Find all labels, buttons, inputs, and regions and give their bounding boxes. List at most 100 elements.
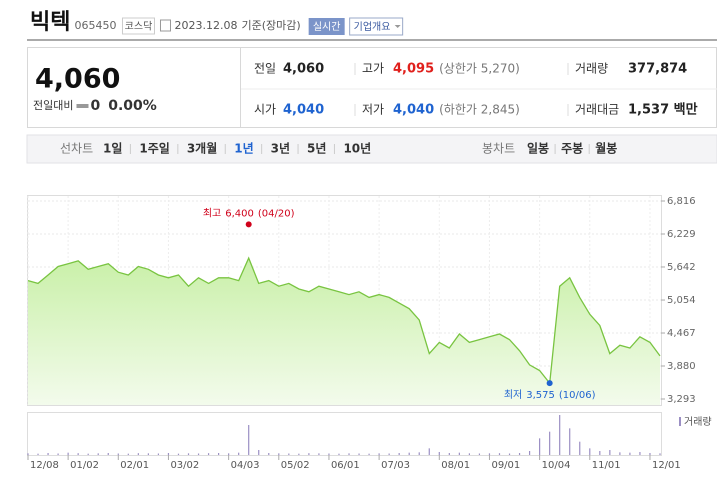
stat-label: 전일 (254, 62, 276, 76)
volume-legend: 거래량 (684, 416, 712, 428)
period-tab[interactable]: 1일 (103, 142, 122, 156)
extreme-dot (245, 221, 252, 228)
company-button[interactable] (349, 17, 404, 36)
volume-bar (418, 452, 420, 455)
stat-value: 4,095 (393, 62, 434, 77)
realtime-button[interactable] (308, 18, 345, 35)
change-rate: 0.00% (108, 98, 157, 114)
stat-value: 4,040 (283, 103, 324, 118)
stat-label: 시가 (254, 103, 276, 117)
volume-bar (157, 453, 160, 455)
volume-bar (137, 453, 139, 455)
volume-bar (228, 453, 230, 455)
stock-code: 065450 (74, 19, 116, 32)
volume-bar (127, 453, 129, 455)
volume-bar (468, 453, 470, 455)
volume-bar (518, 453, 521, 455)
volume-bar (358, 453, 360, 455)
volume-bar (629, 452, 631, 455)
extreme-text: 최고 (203, 207, 221, 219)
period-tab[interactable]: 10년 (343, 142, 371, 156)
volume-bar (498, 453, 501, 455)
volume-bar (338, 453, 340, 455)
volume-bar (549, 431, 551, 455)
volume-bar (448, 453, 450, 455)
x-tick-label: 11/01 (592, 460, 621, 471)
volume-bar (328, 453, 330, 455)
volume-bar (308, 453, 310, 455)
extreme-text: 최저 (504, 389, 522, 401)
x-tick-label: 01/02 (70, 460, 99, 471)
market-badge (121, 17, 155, 35)
period-tab[interactable]: 5년 (307, 142, 326, 156)
area-fill (28, 258, 660, 405)
candle-tab[interactable]: 일봉 (527, 142, 549, 156)
volume-bar (378, 453, 380, 455)
x-tick-label: 07/03 (381, 460, 410, 471)
y-tick-label: 3,293 (667, 394, 696, 405)
extreme-label: 최저 3,575 (10/06) (504, 389, 596, 401)
volume-bar (398, 453, 400, 455)
dropdown-arrow (394, 25, 401, 28)
stat-value: 4,040 (393, 103, 434, 118)
candle-tab[interactable]: 월봉 (595, 141, 617, 156)
extreme-date: (04/20) (258, 208, 295, 219)
volume-frame (27, 412, 662, 456)
volume-bar (47, 453, 49, 455)
price: 4,060 (35, 64, 120, 95)
stock-name: 빅텍 (30, 10, 70, 35)
company-label: 기업개요 (354, 20, 391, 33)
period-tab[interactable]: 1주일 (139, 142, 169, 156)
change-label: 전일대비 (33, 98, 73, 112)
volume-bar (87, 453, 89, 455)
x-tick-label: 06/01 (331, 460, 360, 471)
volume-bar (428, 448, 430, 455)
stat-label: 거래량 (575, 62, 608, 76)
volume-bar (177, 453, 180, 455)
volume-bar (187, 453, 190, 455)
candle-tab[interactable]: 주봉 (561, 142, 583, 156)
period-tab[interactable]: 3년 (271, 142, 290, 156)
volume-bar (117, 453, 119, 455)
y-tick-label: 4,467 (667, 328, 696, 339)
volume-bar (167, 453, 170, 455)
volume-bar (67, 452, 69, 455)
volume-bar (258, 450, 260, 455)
volume-bar (27, 453, 29, 455)
volume-bar (207, 453, 210, 455)
volume-bar (438, 452, 440, 455)
volume-bar (318, 453, 320, 455)
realtime-label: 실시간 (313, 21, 341, 33)
extreme-value-label: 3,575 (526, 390, 555, 401)
period-tab[interactable]: 3개월 (187, 141, 217, 156)
volume-bar (248, 425, 250, 455)
volume-bar (619, 452, 621, 455)
volume-bar (197, 453, 200, 455)
date: 2023.12.08 (174, 19, 237, 32)
volume-bar (268, 453, 270, 455)
volume-bar (107, 453, 109, 455)
x-tick-label: 10/04 (542, 460, 571, 471)
volume-bar (609, 450, 611, 455)
extreme-dot (546, 380, 553, 387)
volume-bar (569, 428, 571, 455)
volume-bar (368, 453, 370, 455)
period-tab[interactable]: 1년 (234, 142, 253, 156)
y-tick-label: 5,642 (667, 262, 696, 273)
stat-value: 4,060 (283, 62, 324, 77)
volume-bar (539, 438, 541, 455)
volume-bar (478, 453, 481, 455)
volume-bar (37, 453, 39, 455)
stat-label: 고가 (362, 62, 384, 76)
volume-bar (218, 453, 220, 455)
volume-bar (238, 452, 240, 455)
x-tick-label: 08/01 (441, 460, 470, 471)
y-tick-label: 6,816 (667, 196, 696, 207)
volume-bar (589, 448, 591, 455)
volume-bar (298, 453, 300, 455)
stat-value: 1,537 백만 (628, 102, 698, 118)
volume-bar (488, 453, 491, 455)
stat-note: (상한가 5,270) (439, 62, 520, 76)
